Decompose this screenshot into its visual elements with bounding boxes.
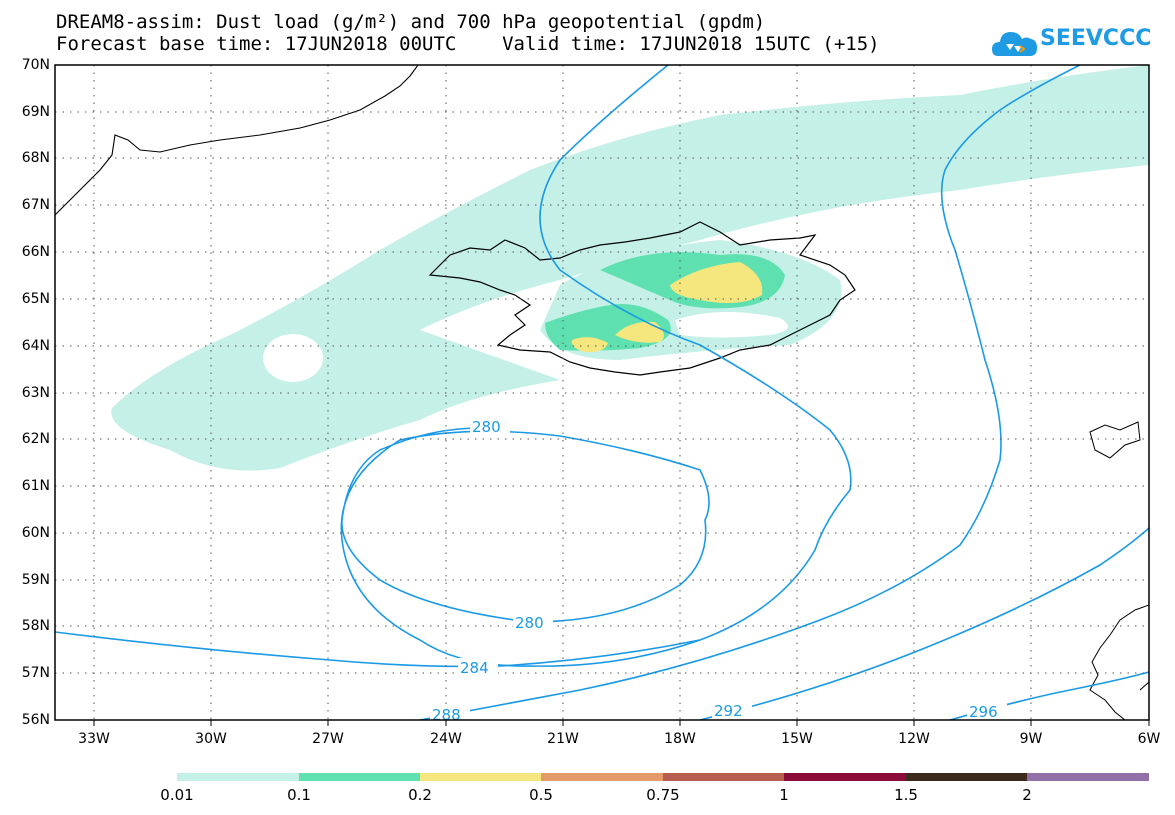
lon-label: 12W [898, 731, 930, 747]
contour-label-280-bottom: 280 [515, 614, 544, 632]
scotland-coast [1089, 604, 1149, 720]
contour-label-284: 284 [460, 659, 489, 677]
geopotential-contours [55, 65, 1149, 720]
lon-label: 33W [78, 731, 110, 747]
contour-284 [55, 631, 701, 668]
dust-high [571, 262, 763, 353]
colorbar-label: 2 [1022, 786, 1032, 804]
faroe-coast [1089, 421, 1141, 459]
colorbar-swatch [784, 773, 906, 781]
cloud-icon [992, 32, 1037, 56]
colorbar-swatch [299, 773, 420, 781]
colorbar-swatch [420, 773, 541, 781]
lat-label: 67N [21, 197, 50, 213]
colorbar-label: 1.5 [894, 786, 918, 804]
lat-label: 56N [21, 712, 50, 728]
lon-label: 6W [1137, 731, 1161, 747]
lat-label: 58N [21, 618, 50, 634]
contour-label-292: 292 [714, 702, 743, 720]
lat-label: 65N [21, 291, 50, 307]
logo-text: SEEVCCC [1040, 26, 1152, 51]
lat-label: 68N [21, 150, 50, 166]
lon-label: 9W [1019, 731, 1043, 747]
lat-label: 63N [21, 385, 50, 401]
colorbar-swatch [906, 773, 1027, 781]
dust-hole [263, 334, 323, 382]
contour-288 [419, 65, 1081, 720]
lon-label: 21W [547, 731, 579, 747]
iceland-coast [428, 221, 856, 376]
lon-label: 24W [430, 731, 462, 747]
dust-plume-low [111, 65, 1149, 471]
lat-label: 61N [21, 478, 50, 494]
greenland-coast [55, 65, 419, 216]
lon-label: 18W [664, 731, 696, 747]
colorbar-swatch [177, 773, 299, 781]
lat-label: 57N [21, 665, 50, 681]
dust-clear-patch [675, 311, 788, 338]
lat-label: 62N [21, 431, 50, 447]
lon-label: 15W [781, 731, 813, 747]
colorbar-label: 1 [779, 786, 789, 804]
lat-label: 66N [21, 244, 50, 260]
map-subtitle: Forecast base time: 17JUN2018 00UTC Vali… [56, 33, 880, 55]
map-frame [54, 64, 1150, 721]
colorbar-swatch [541, 773, 663, 781]
colorbar-label: 0.01 [160, 786, 194, 804]
colorbar-swatch [663, 773, 784, 781]
contour-280 [340, 65, 852, 667]
lat-label: 64N [21, 338, 50, 354]
lat-label: 60N [21, 525, 50, 541]
lat-label: 69N [21, 104, 50, 120]
colorbar-label: 0.2 [408, 786, 432, 804]
lat-label: 70N [21, 57, 50, 73]
colorbar-label: 0.75 [646, 786, 680, 804]
colorbar-label: 0.1 [287, 786, 311, 804]
colorbar-label: 0.5 [529, 786, 553, 804]
contour-292 [699, 527, 1149, 720]
contour-label-296: 296 [969, 703, 998, 721]
map-title: DREAM8-assim: Dust load (g/m²) and 700 h… [56, 11, 766, 33]
axis-ticks [93, 720, 1150, 726]
lon-label: 30W [195, 731, 227, 747]
lon-label: 27W [312, 731, 344, 747]
colorbar-swatch [1027, 773, 1149, 781]
contour-label-280-top: 280 [472, 418, 501, 436]
lat-label: 59N [21, 572, 50, 588]
